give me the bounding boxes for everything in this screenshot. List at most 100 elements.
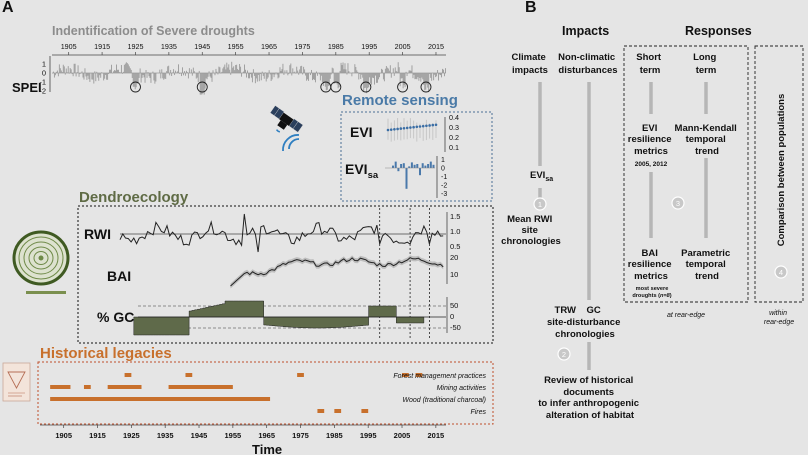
spei-bar: [244, 64, 245, 73]
spei-bar: [397, 62, 399, 73]
evi-point: [418, 125, 422, 128]
spei-bar: [292, 68, 294, 73]
spei-bar: [310, 73, 311, 76]
spei-bar: [191, 73, 193, 76]
spei-bar: [419, 73, 421, 79]
spei-bar: [100, 73, 102, 78]
spei-bar: [185, 70, 187, 73]
rwi-series: [119, 213, 444, 253]
evi-point: [421, 124, 425, 128]
tree-ring-icon: [12, 230, 70, 294]
legacy-bar: [361, 409, 369, 413]
spei-bar: [255, 73, 257, 79]
spei-bar: [323, 73, 325, 83]
spei-bar: [120, 65, 122, 73]
spei-bar: [421, 73, 423, 78]
spei-bar: [88, 73, 90, 80]
spei-bar: [76, 72, 78, 73]
spei-bar: [418, 73, 420, 81]
evisa-bar: [421, 163, 424, 168]
bai-note-text: most severe: [636, 286, 669, 292]
flow-lines: [538, 82, 708, 370]
spei-bar: [58, 64, 60, 73]
spei-bar: [295, 73, 297, 74]
spei-bar: [95, 73, 97, 82]
spei-bar: [420, 73, 422, 82]
spei-bar: [123, 64, 125, 73]
spei-bar: [351, 73, 353, 77]
evisa-bar: [408, 166, 411, 168]
spei-bar: [426, 73, 428, 85]
evisa-bar: [402, 163, 405, 168]
spei-bar: [346, 73, 348, 75]
spei-bar: [187, 73, 189, 79]
spei-bar: [268, 70, 270, 73]
time-tick-label: 1945: [191, 431, 208, 440]
rwi-y-ticks: 1.5 1.0 0.5: [450, 212, 460, 251]
long-term-text: Long term: [693, 52, 719, 76]
spei-bar: [380, 68, 382, 73]
spei-bar: [417, 73, 419, 78]
spei-bar: [125, 62, 127, 73]
evisa-y-tick-label: 0: [441, 166, 445, 173]
spei-bar: [425, 73, 427, 90]
spei-bar: [177, 71, 178, 73]
spei-bar: [134, 73, 136, 90]
evi-point: [399, 127, 403, 130]
spei-bar: [110, 69, 112, 73]
spei-bar: [145, 70, 147, 73]
spei-bar: [192, 67, 194, 73]
spei-y-tick-label: 1: [42, 60, 46, 69]
spei-bar: [388, 70, 390, 73]
spei-bar: [405, 71, 407, 73]
spei-bar: [196, 73, 198, 78]
bai-resilience-text: BAI resilience metrics: [628, 248, 674, 282]
spei-bar: [279, 67, 281, 73]
spei-bar: [168, 65, 170, 73]
gc-series: [133, 300, 425, 336]
spei-bar: [359, 73, 361, 75]
spei-bar: [374, 73, 375, 85]
step-2-badge: 2: [557, 347, 571, 361]
impacts-header: Impacts: [562, 24, 609, 38]
spei-bar: [179, 73, 180, 74]
spei-bar: [366, 73, 368, 94]
spei-bar: [274, 73, 276, 75]
evisa-bar: [416, 164, 419, 168]
spei-tick-label: 1965: [261, 42, 277, 51]
spei-bar: [262, 73, 264, 76]
spei-bar: [422, 73, 424, 80]
spei-bar: [233, 66, 235, 73]
spei-bar: [286, 70, 288, 73]
spei-bar: [396, 71, 398, 73]
spei-bar: [403, 73, 405, 86]
spei-bar: [240, 66, 242, 73]
evi-y-tick-label: 0.3: [449, 123, 459, 132]
spei-bar: [312, 73, 313, 81]
legacy-bar: [402, 373, 409, 377]
spei-bar: [166, 71, 168, 73]
gc-y-ticks: 50 0 -50: [450, 301, 461, 332]
spei-bar: [91, 73, 93, 80]
spei-bar: [305, 73, 307, 76]
spei-bar: [126, 63, 128, 73]
spei-bar: [284, 70, 286, 73]
gc-y-tick-label: 0: [450, 312, 454, 321]
legacy-label: Wood (traditional charcoal): [402, 397, 486, 404]
spei-bar: [205, 73, 207, 79]
spei-bar: [298, 73, 300, 75]
spei-bar: [356, 70, 358, 73]
spei-bar: [287, 73, 289, 76]
spei-bar: [160, 73, 162, 79]
time-tick-label: 1965: [258, 431, 275, 440]
spei-bar: [237, 68, 239, 73]
spei-bar: [318, 73, 320, 75]
spei-bar: [162, 73, 164, 79]
spei-bar: [64, 73, 66, 75]
spei-bar: [232, 67, 234, 73]
spei-bar: [167, 66, 169, 73]
spei-bar: [253, 73, 255, 76]
spei-bar: [147, 72, 149, 73]
spei-bar: [130, 69, 132, 73]
